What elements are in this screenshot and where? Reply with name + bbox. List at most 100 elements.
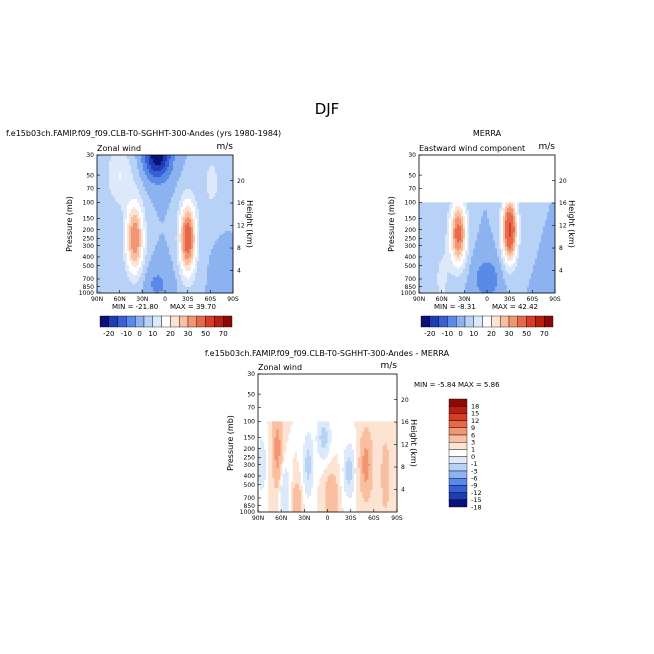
panel-model-field-cell bbox=[115, 205, 118, 208]
panel-model-field-cell bbox=[131, 267, 134, 270]
panel-model-field-cell bbox=[159, 201, 162, 204]
panel-model-field-cell bbox=[201, 211, 204, 214]
panel-model-field-cell bbox=[151, 251, 154, 254]
panel-model-field-cell bbox=[133, 175, 136, 178]
panel-model-field-cell bbox=[105, 173, 108, 176]
panel-model-field-cell bbox=[103, 183, 106, 186]
panel-model-field-cell bbox=[223, 191, 226, 194]
panel-model-field-cell bbox=[221, 165, 224, 168]
panel-model-field-cell bbox=[181, 159, 184, 162]
panel-obs-field-cell bbox=[441, 204, 444, 207]
panel-model-field-cell bbox=[163, 159, 166, 162]
panel-model-field-cell bbox=[121, 183, 124, 186]
panel-model-field-cell bbox=[207, 159, 210, 162]
panel-model-field-cell bbox=[223, 263, 226, 266]
panel-model-field-cell bbox=[145, 255, 148, 258]
panel-model-field-cell bbox=[225, 173, 228, 176]
panel-model-field-cell bbox=[147, 265, 150, 268]
panel-model-field-cell bbox=[227, 187, 230, 190]
panel-model-field-cell bbox=[179, 197, 182, 200]
panel-model-field-cell bbox=[115, 225, 118, 228]
panel-model-field-cell bbox=[171, 163, 174, 166]
panel-model-field-cell bbox=[109, 219, 112, 222]
panel-model-field-cell bbox=[153, 213, 156, 216]
panel-model-field-cell bbox=[223, 189, 226, 192]
panel-model-field-cell bbox=[209, 287, 212, 290]
panel-model-field-cell bbox=[175, 281, 178, 284]
panel-model-field-cell bbox=[219, 281, 222, 284]
panel-model-field-cell bbox=[225, 237, 228, 240]
panel-model-field-cell bbox=[211, 281, 214, 284]
panel-model-field-cell bbox=[231, 203, 234, 206]
panel-model-field-cell bbox=[137, 243, 140, 246]
panel-model-field-cell bbox=[205, 161, 208, 164]
panel-model-field-cell bbox=[203, 175, 206, 178]
panel-model-field-cell bbox=[149, 167, 152, 170]
panel-model-field-cell bbox=[177, 211, 180, 214]
panel-obs-field-cell bbox=[447, 204, 450, 207]
panel-model-field-cell bbox=[155, 167, 158, 170]
panel-model-field-cell bbox=[113, 175, 116, 178]
panel-model-field-cell bbox=[153, 267, 156, 270]
panel-model-field-cell bbox=[141, 203, 144, 206]
panel-model-field-cell bbox=[197, 235, 200, 238]
panel-model-field-cell bbox=[101, 179, 104, 182]
panel-model-field-cell bbox=[111, 291, 114, 294]
panel-model-field-cell bbox=[161, 225, 164, 228]
panel-model-field-cell bbox=[165, 185, 168, 188]
panel-model-field-cell bbox=[155, 201, 158, 204]
panel-model-field-cell bbox=[197, 169, 200, 172]
panel-model-field-cell bbox=[159, 257, 162, 260]
panel-model-field-cell bbox=[133, 287, 136, 290]
panel-model-field-cell bbox=[185, 171, 188, 174]
panel-model-field-cell bbox=[111, 215, 114, 218]
panel-model-field-cell bbox=[173, 203, 176, 206]
panel-model-field-cell bbox=[145, 227, 148, 230]
panel-model-field-cell bbox=[193, 221, 196, 224]
panel-model-field-cell bbox=[199, 175, 202, 178]
panel-model-field-cell bbox=[169, 243, 172, 246]
panel-model-field-cell bbox=[213, 249, 216, 252]
panel-model-field-cell bbox=[231, 259, 234, 262]
panel-model-field-cell bbox=[133, 235, 136, 238]
panel-model-field-cell bbox=[143, 161, 146, 164]
panel-model-field-cell bbox=[197, 155, 200, 158]
panel-model-field-cell bbox=[231, 289, 234, 292]
panel-model-field-cell bbox=[225, 219, 228, 222]
panel-model-field-cell bbox=[217, 271, 220, 274]
panel-model-field-cell bbox=[125, 183, 128, 186]
panel-model-field-cell bbox=[225, 205, 228, 208]
panel-model-field-cell bbox=[221, 159, 224, 162]
panel-model-field-cell bbox=[97, 191, 100, 194]
panel-model-field-cell bbox=[135, 231, 138, 234]
panel-model-field-cell bbox=[193, 175, 196, 178]
panel-model-field-cell bbox=[199, 157, 202, 160]
panel-model-field-cell bbox=[227, 249, 230, 252]
panel-model-field-cell bbox=[217, 261, 220, 264]
panel-model-field-cell bbox=[193, 159, 196, 162]
panel-model-field-cell bbox=[155, 269, 158, 272]
panel-model-field-cell bbox=[207, 209, 210, 212]
panel-model-field-cell bbox=[163, 245, 166, 248]
panel-model-field-cell bbox=[101, 247, 104, 250]
panel-model-field-cell bbox=[161, 251, 164, 254]
panel-model-field-cell bbox=[127, 235, 130, 238]
panel-model-field-cell bbox=[223, 249, 226, 252]
panel-model-field-cell bbox=[209, 259, 212, 262]
panel-model-field-cell bbox=[185, 209, 188, 212]
panel-model-field-cell bbox=[123, 269, 126, 272]
panel-model-field-cell bbox=[219, 247, 222, 250]
panel-model-field-cell bbox=[185, 227, 188, 230]
panel-model-field-cell bbox=[169, 205, 172, 208]
panel-model-field-cell bbox=[137, 173, 140, 176]
panel-model-field-cell bbox=[199, 271, 202, 274]
panel-model-field-cell bbox=[177, 169, 180, 172]
panel-model-field-cell bbox=[225, 193, 228, 196]
panel-model-field-cell bbox=[139, 247, 142, 250]
panel-model-field-cell bbox=[219, 189, 222, 192]
panel-model-field-cell bbox=[167, 253, 170, 256]
panel-model-field-cell bbox=[203, 217, 206, 220]
panel-model-field-cell bbox=[123, 159, 126, 162]
panel-model-field-cell bbox=[191, 253, 194, 256]
panel-model-field-cell bbox=[183, 179, 186, 182]
